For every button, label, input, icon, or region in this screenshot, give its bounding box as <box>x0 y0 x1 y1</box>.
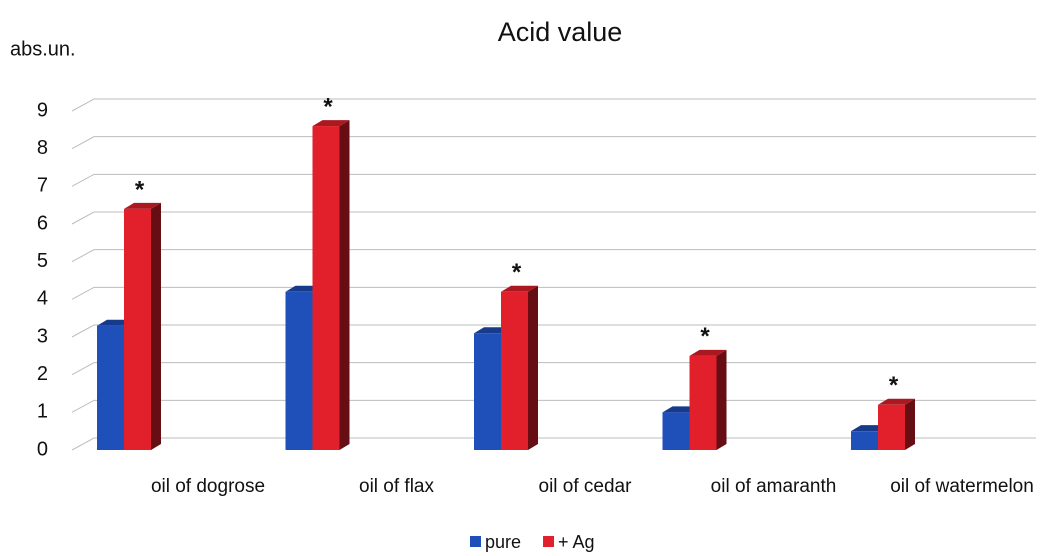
y-tick-label: 2 <box>37 363 48 385</box>
bar-front <box>285 291 313 450</box>
x-tick-label: oil of flax <box>359 476 434 497</box>
bar-top <box>501 285 538 292</box>
y-tick-label: 6 <box>37 212 48 234</box>
x-tick-label: oil of dogrose <box>151 476 265 497</box>
x-tick-label: oil of watermelon <box>890 476 1034 497</box>
y-tick-label: 4 <box>37 288 48 310</box>
grid-line <box>71 249 1036 263</box>
bar <box>689 349 727 450</box>
chart-title: Acid value <box>498 17 623 47</box>
y-tick-label: 3 <box>37 325 48 347</box>
y-tick-label: 8 <box>37 137 48 159</box>
annotation: * <box>135 176 145 203</box>
grid-line <box>71 98 1036 112</box>
x-tick-label: oil of amaranth <box>711 476 837 497</box>
bar-front <box>474 333 501 450</box>
bar-side <box>339 120 350 451</box>
y-tick-label: 0 <box>37 438 48 460</box>
bar-front <box>689 355 717 450</box>
bar-top <box>689 349 727 356</box>
bar <box>312 120 350 451</box>
annotation: * <box>512 259 522 286</box>
grid-line <box>71 211 1036 225</box>
bar-side <box>905 398 915 450</box>
bar-front <box>97 325 124 450</box>
grid-line <box>71 173 1036 187</box>
legend-swatch <box>543 536 555 547</box>
bar-top <box>878 398 915 405</box>
grid-line <box>71 324 1036 338</box>
y-tick-label: 9 <box>37 99 48 121</box>
bar <box>878 398 915 450</box>
annotation: * <box>700 323 710 350</box>
y-tick-label: 7 <box>37 175 48 197</box>
bar-side <box>716 349 727 450</box>
bar-front <box>662 412 690 450</box>
annotation: * <box>889 372 899 399</box>
bar-side <box>528 285 538 450</box>
bar-front <box>312 126 340 451</box>
bar-front <box>878 404 905 450</box>
bar-front <box>501 291 528 450</box>
bar-front <box>851 431 878 450</box>
bar-front <box>124 208 151 450</box>
legend-label: + Ag <box>558 532 595 552</box>
y-axis-label: abs.un. <box>10 38 76 60</box>
bar-top <box>312 120 350 127</box>
annotation: * <box>323 93 333 120</box>
legend-label: pure <box>485 532 521 552</box>
grid-line <box>71 136 1036 150</box>
x-tick-label: oil of cedar <box>539 476 633 497</box>
legend-swatch <box>470 536 481 547</box>
bar <box>124 202 161 450</box>
bar-top <box>124 202 161 209</box>
bar-side <box>151 202 161 450</box>
y-tick-label: 1 <box>37 401 48 423</box>
bar <box>501 285 538 450</box>
y-tick-label: 5 <box>37 250 48 272</box>
grid-line <box>71 286 1036 300</box>
